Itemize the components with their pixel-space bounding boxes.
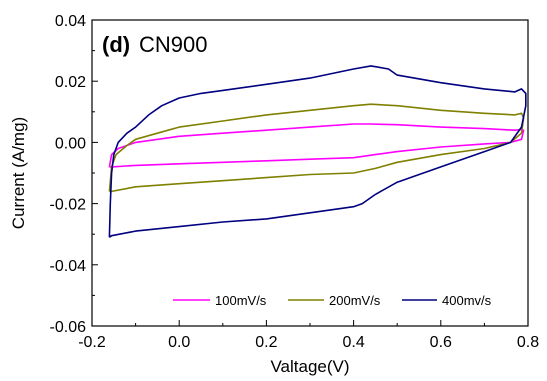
y-tick-label: -0.04 bbox=[50, 258, 87, 275]
axis-ticks: -0.2 0.0 0.2 0.4 0.6 0.8 -0.06 -0.04 -0.02 0.00 0.… bbox=[50, 13, 540, 351]
y-tick-label: -0.06 bbox=[50, 319, 87, 336]
x-tick-label: 0.4 bbox=[342, 334, 364, 351]
y-tick-label: 0.02 bbox=[55, 74, 86, 91]
legend-label-200mv: 200mV/s bbox=[329, 293, 381, 308]
x-tick-label: 0.8 bbox=[517, 334, 539, 351]
legend-label-100mv: 100mV/s bbox=[215, 293, 267, 308]
legend: 100mV/s 200mV/s 400mv/s bbox=[173, 293, 492, 308]
x-tick-label: -0.2 bbox=[78, 334, 106, 351]
chart-title-tag: (d) bbox=[102, 32, 130, 57]
x-tick-label: 0.6 bbox=[430, 334, 452, 351]
plot-frame bbox=[91, 19, 529, 327]
chart-title: CN900 bbox=[139, 32, 207, 57]
series-lines bbox=[108, 65, 527, 238]
legend-label-400mv: 400mv/s bbox=[442, 293, 492, 308]
x-tick-label: 0.2 bbox=[255, 334, 277, 351]
x-axis-label: Valtage(V) bbox=[270, 357, 349, 376]
y-tick-label: 0.00 bbox=[55, 135, 86, 152]
y-tick-label: 0.04 bbox=[55, 13, 86, 30]
y-tick-label: -0.02 bbox=[50, 197, 87, 214]
x-tick-label: 0.0 bbox=[168, 334, 190, 351]
y-axis-label: Current (A/mg) bbox=[9, 117, 28, 229]
series-line-200mvs bbox=[108, 103, 525, 193]
series-line-400mvs bbox=[108, 65, 527, 238]
